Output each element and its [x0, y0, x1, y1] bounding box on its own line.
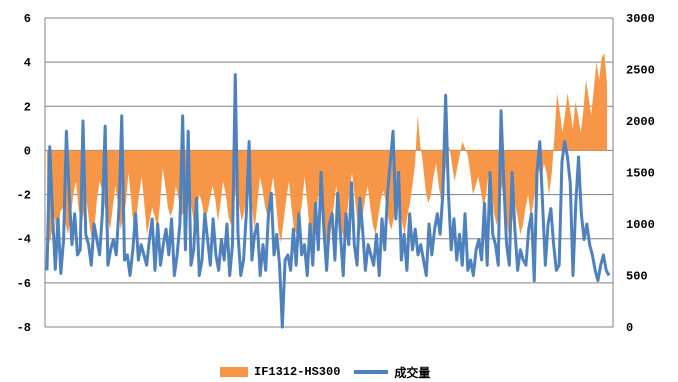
- legend-item-area: IF1312-HS300: [220, 365, 340, 379]
- left-tick-label: 4: [24, 56, 31, 70]
- left-tick-label: -8: [17, 321, 31, 335]
- legend-item-line: 成交量: [354, 364, 430, 381]
- line-series-layer: [45, 73, 611, 329]
- right-tick-label: 3000: [626, 12, 655, 26]
- left-axis: 6 4 2 0 -2 -4 -6 -8: [17, 12, 31, 335]
- legend: IF1312-HS300 成交量: [220, 362, 444, 382]
- left-tick-label: 6: [24, 12, 31, 26]
- left-tick-label: -2: [17, 189, 31, 203]
- legend-label-line: 成交量: [394, 366, 431, 381]
- legend-label-area: IF1312-HS300: [254, 365, 341, 379]
- right-axis: 3000 2500 2000 1500 1000 500 0: [626, 12, 655, 335]
- right-tick-label: 1500: [626, 167, 655, 181]
- line-series: [45, 73, 611, 329]
- legend-swatch-area: [220, 367, 248, 377]
- left-tick-label: -4: [17, 233, 31, 247]
- right-tick-label: 2000: [626, 115, 655, 129]
- left-tick-label: 0: [24, 144, 31, 158]
- legend-swatch-line: [354, 370, 389, 374]
- right-tick-label: 2500: [626, 64, 655, 78]
- left-tick-label: -6: [17, 277, 31, 291]
- right-tick-label: 500: [626, 270, 648, 284]
- right-tick-label: 1000: [626, 218, 655, 232]
- right-tick-label: 0: [626, 321, 633, 335]
- area-series: [47, 53, 607, 252]
- area-series-layer: [47, 53, 607, 252]
- left-tick-label: 2: [24, 100, 31, 114]
